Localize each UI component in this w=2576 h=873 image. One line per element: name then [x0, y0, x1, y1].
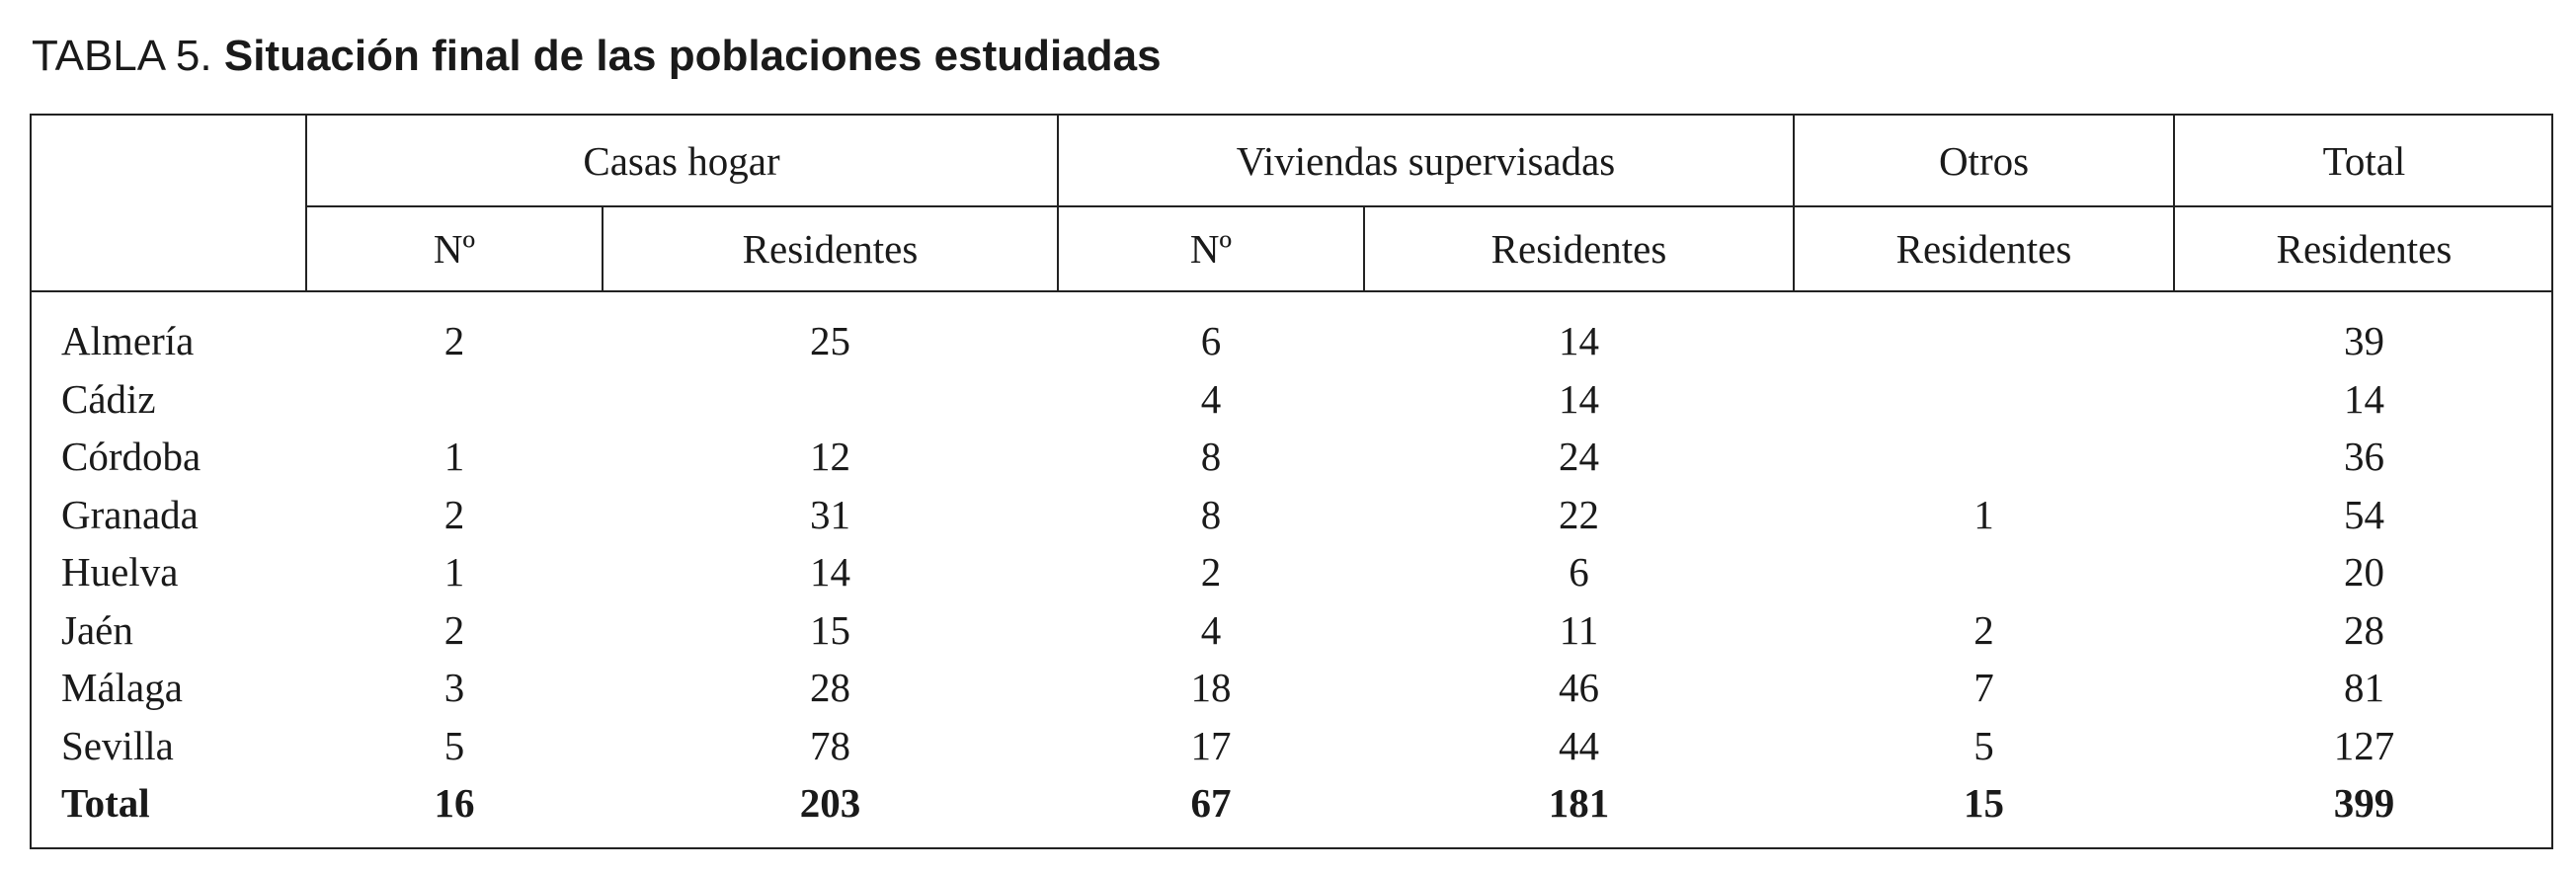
table-cell: 14 — [1559, 318, 1599, 363]
table-cell: 5 — [1973, 722, 1994, 768]
table-cell: 14 — [2344, 375, 2384, 422]
table-cell: 6 — [1200, 318, 1222, 363]
col-divider-2 — [1363, 205, 1365, 290]
subheader-casas-n: Nº — [433, 226, 476, 272]
table-cell: 44 — [1559, 722, 1599, 768]
table-frame: Casas hogar Viviendas supervisadas Otros… — [30, 114, 2553, 849]
table-cell — [1795, 313, 2173, 368]
table-cell: 28 — [2344, 606, 2384, 653]
table-cell — [604, 371, 1057, 427]
table-cell: 5 — [443, 722, 465, 768]
table-cell — [1795, 544, 2173, 599]
header-viviendas-supervisadas: Viviendas supervisadas — [1236, 137, 1616, 184]
table-cell: 1 — [443, 549, 465, 595]
row-label: Granada — [61, 491, 199, 537]
header-total: Total — [2322, 137, 2406, 184]
table-cell: 1 — [1973, 491, 1994, 537]
table-cell: 20 — [2344, 549, 2384, 595]
total-cell: 67 — [1190, 780, 1232, 826]
table-cell: 28 — [810, 665, 850, 710]
row-label: Córdoba — [61, 434, 201, 479]
table-cell: 12 — [810, 434, 850, 479]
table-cell: 2 — [443, 491, 465, 537]
row-label: Sevilla — [61, 722, 174, 768]
table-cell: 22 — [1559, 491, 1599, 537]
table-cell: 25 — [810, 318, 850, 363]
table-cell: 54 — [2344, 491, 2384, 537]
table-cell: 2 — [1200, 549, 1222, 595]
table-cell: 15 — [810, 606, 850, 653]
total-cell: 203 — [799, 780, 861, 826]
table-cell: 81 — [2344, 665, 2384, 710]
row-label: Almería — [61, 318, 195, 363]
table-cell: 2 — [443, 318, 465, 363]
table-cell: 11 — [1559, 606, 1599, 653]
table-cell: 24 — [1559, 434, 1599, 479]
table-cell: 7 — [1973, 665, 1994, 710]
table-cell: 8 — [1200, 491, 1222, 537]
table-cell: 127 — [2333, 722, 2395, 768]
table-cell — [1795, 429, 2173, 484]
table-cell: 4 — [1200, 606, 1222, 653]
table-cell: 78 — [810, 722, 850, 768]
subheader-casas-residentes: Residentes — [742, 226, 919, 272]
table-cell: 1 — [443, 434, 465, 479]
table-cell: 39 — [2344, 318, 2384, 363]
table-cell: 2 — [443, 606, 465, 653]
header-divider — [306, 205, 2553, 207]
stub-divider — [305, 116, 307, 290]
row-label: Jaén — [61, 606, 133, 653]
table-cell — [307, 371, 602, 427]
group-divider-2 — [1793, 116, 1795, 290]
table-cell — [1795, 371, 2173, 427]
table-cell: 18 — [1190, 665, 1232, 710]
table-cell: 6 — [1569, 549, 1589, 595]
col-divider-1 — [602, 205, 604, 290]
total-cell: 16 — [434, 780, 475, 826]
table-cell: 8 — [1200, 434, 1222, 479]
total-cell: 399 — [2333, 780, 2395, 826]
table-label: TABLA 5. — [32, 32, 212, 80]
subheader-total-residentes: Residentes — [2276, 226, 2453, 272]
group-divider-1 — [1057, 116, 1059, 290]
table-cell: 2 — [1973, 606, 1994, 653]
table-cell: 17 — [1190, 722, 1232, 768]
group-divider-3 — [2173, 116, 2175, 290]
total-row-label: Total — [61, 780, 150, 826]
row-label: Huelva — [61, 549, 179, 595]
subheader-viviendas-residentes: Residentes — [1490, 226, 1667, 272]
table-cell: 14 — [1559, 375, 1599, 422]
table-cell: 4 — [1200, 375, 1222, 422]
header-body-divider — [32, 290, 2553, 292]
table-cell: 46 — [1559, 665, 1599, 710]
table-title: Situación final de las poblaciones estud… — [223, 32, 1162, 80]
subheader-viviendas-n: Nº — [1189, 226, 1233, 272]
header-casas-hogar: Casas hogar — [583, 137, 780, 184]
subheader-otros-residentes: Residentes — [1895, 226, 2072, 272]
table-cell: 31 — [810, 491, 850, 537]
row-label: Málaga — [61, 665, 183, 710]
table-cell: 36 — [2344, 434, 2384, 479]
table-cell: 3 — [443, 665, 465, 710]
header-otros: Otros — [1938, 137, 2030, 184]
total-cell: 15 — [1964, 780, 2004, 826]
total-cell: 181 — [1548, 780, 1610, 826]
row-label: Cádiz — [61, 375, 156, 422]
table-caption: TABLA 5. Situación final de las poblacio… — [32, 22, 1162, 91]
table-cell: 14 — [810, 549, 850, 595]
